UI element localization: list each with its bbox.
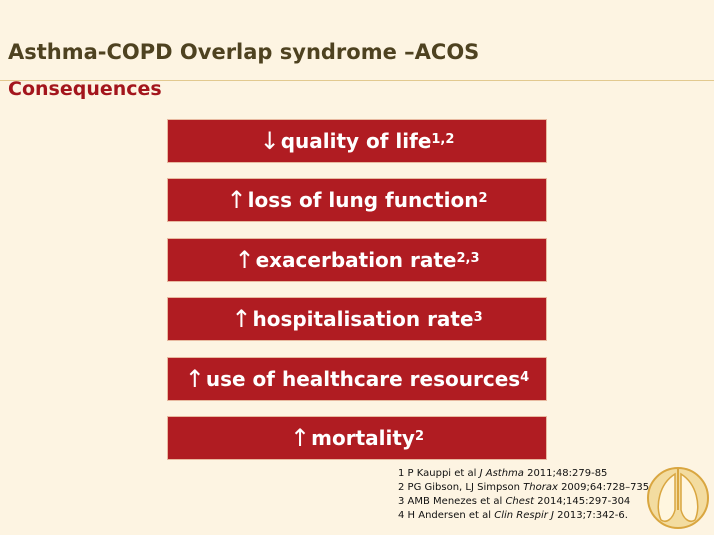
reference-details: 2011;48:279-85 — [523, 468, 608, 479]
reference-journal: J Asthma — [479, 468, 524, 479]
consequence-text: quality of life — [280, 129, 432, 153]
consequence-text: mortality — [311, 426, 415, 450]
consequence-text: hospitalisation rate — [252, 307, 474, 331]
consequence-box: ↑ use of healthcare resources 4 — [167, 357, 547, 401]
arrow: ↑ — [234, 246, 255, 274]
reference-marker: 2 — [478, 190, 488, 206]
consequence-box: ↑ exacerbation rate 2,3 — [167, 238, 547, 282]
reference-details: 2014;145:297-304 — [534, 496, 631, 507]
reference-marker: 3 — [473, 309, 483, 325]
consequence-text: use of healthcare resources — [205, 367, 521, 391]
logo — [647, 467, 709, 529]
reference-marker: 4 — [520, 369, 530, 385]
consequence-box: ↓ quality of life 1,2 — [167, 119, 547, 163]
reference-marker: 2,3 — [456, 250, 480, 266]
reference: 1 P Kauppi et al J Asthma 2011;48:279-85 — [398, 467, 649, 481]
arrow: ↑ — [231, 305, 252, 333]
reference-authors: 3 AMB Menezes et al — [398, 496, 506, 507]
reference-journal: Clin Respir J — [494, 510, 554, 521]
reference-details: 2009;64:728–735 — [557, 482, 650, 493]
consequence-box: ↑ loss of lung function 2 — [167, 178, 547, 222]
reference-authors: 2 PG Gibson, LJ Simpson — [398, 482, 524, 493]
reference: 4 H Andersen et al Clin Respir J 2013;7:… — [398, 509, 649, 523]
title-rule — [0, 80, 714, 81]
slide-subtitle: Consequences — [8, 78, 162, 100]
reference-marker: 1,2 — [431, 131, 455, 147]
consequence-text: exacerbation rate — [255, 248, 457, 272]
arrow: ↑ — [290, 424, 311, 452]
reference: 3 AMB Menezes et al Chest 2014;145:297-3… — [398, 495, 649, 509]
arrow: ↑ — [184, 365, 205, 393]
references: 1 P Kauppi et al J Asthma 2011;48:279-85… — [398, 467, 649, 523]
consequence-text: loss of lung function — [247, 188, 479, 212]
arrow: ↓ — [259, 127, 280, 155]
arrow: ↑ — [226, 186, 247, 214]
reference-journal: Thorax — [523, 482, 558, 493]
reference-details: 2013;7:342-6. — [553, 510, 628, 521]
reference-authors: 1 P Kauppi et al — [398, 468, 480, 479]
consequence-box: ↑ mortality 2 — [167, 416, 547, 460]
reference-authors: 4 H Andersen et al — [398, 510, 495, 521]
slide-title: Asthma-COPD Overlap syndrome –ACOS — [8, 40, 480, 64]
reference: 2 PG Gibson, LJ Simpson Thorax 2009;64:7… — [398, 481, 649, 495]
consequence-box: ↑ hospitalisation rate 3 — [167, 297, 547, 341]
reference-journal: Chest — [505, 496, 535, 507]
reference-marker: 2 — [414, 428, 424, 444]
